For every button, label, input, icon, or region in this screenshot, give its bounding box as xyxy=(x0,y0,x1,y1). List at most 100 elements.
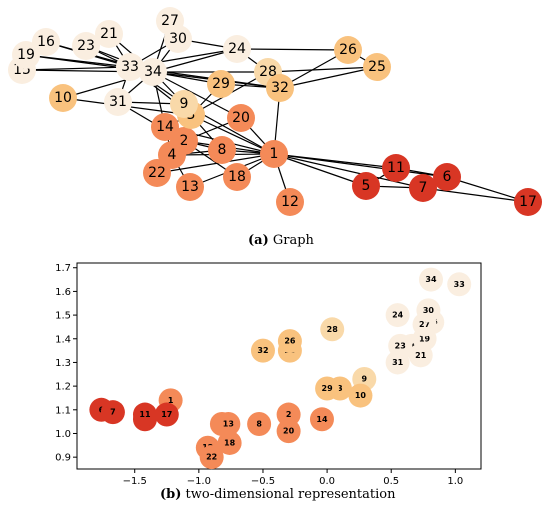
graph-node-circle xyxy=(266,74,294,102)
scatter-point-21: 21 xyxy=(408,343,433,368)
graph-node-label: 19 xyxy=(17,47,35,63)
graph-node-label: 4 xyxy=(168,147,177,163)
y-tick-label: 0.9 xyxy=(55,453,71,464)
caption-b: (b) two-dimensional representation xyxy=(160,487,396,502)
graph-node-circle xyxy=(151,113,179,141)
scatter-point-label: 14 xyxy=(316,415,328,424)
graph-node-label: 14 xyxy=(156,119,174,135)
caption-a-tag: (a) xyxy=(248,233,269,248)
graph-node-19: 19 xyxy=(12,41,40,69)
scatter-point-label: 26 xyxy=(284,337,296,346)
caption-a: (a) Graph xyxy=(248,233,315,248)
graph-node-circle xyxy=(352,172,380,200)
graph-edge xyxy=(236,48,349,51)
graph-node-circle xyxy=(514,188,542,216)
y-tick-label: 1.4 xyxy=(55,334,71,345)
y-tick-label: 1.3 xyxy=(55,358,71,369)
graph-node-label: 28 xyxy=(259,64,277,80)
graph-node-label: 33 xyxy=(121,59,139,75)
scatter-point-marker xyxy=(408,343,433,368)
scatter-point-33: 33 xyxy=(447,272,472,297)
scatter-point-31: 31 xyxy=(385,350,410,375)
scatter-point-marker xyxy=(309,407,334,432)
graph-node-circle xyxy=(363,53,391,81)
scatter-point-marker xyxy=(418,267,443,292)
graph-node-label: 23 xyxy=(77,38,95,54)
graph-node-label: 27 xyxy=(161,13,179,29)
scatter-point-18: 18 xyxy=(217,430,242,455)
graph-edge xyxy=(190,114,275,155)
graph-node-label: 7 xyxy=(419,180,428,196)
scatter-point-marker xyxy=(154,402,179,427)
graph-node-17: 17 xyxy=(514,188,542,216)
scatter-points: 1234567891011121314151617181920212223242… xyxy=(89,267,472,470)
scatter-point-label: 9 xyxy=(361,375,367,384)
x-tick-label: −0.5 xyxy=(251,476,275,487)
scatter-point-label: 18 xyxy=(224,438,236,447)
scatter-point-14: 14 xyxy=(309,407,334,432)
graph-node-label: 26 xyxy=(339,42,357,58)
graph-node-label: 29 xyxy=(212,76,230,92)
graph-node-circle xyxy=(116,53,144,81)
scatter-point-label: 11 xyxy=(139,410,151,419)
graph-node-9: 9 xyxy=(170,90,198,118)
graph-node-label: 10 xyxy=(54,90,72,106)
graph-node-label: 17 xyxy=(519,194,537,210)
y-tick-label: 1.5 xyxy=(55,311,71,322)
scatter-point-label: 28 xyxy=(327,325,339,334)
graph-node-label: 32 xyxy=(271,80,289,96)
graph-node-1: 1 xyxy=(260,140,288,168)
scatter-point-11: 11 xyxy=(132,402,157,427)
scatter-point-label: 3 xyxy=(337,384,343,393)
graph-node-30: 30 xyxy=(164,25,192,53)
scatter-point-label: 20 xyxy=(283,427,295,436)
graph-node-circle xyxy=(32,28,60,56)
scatter-point-marker xyxy=(416,298,441,323)
graph-edge xyxy=(279,66,378,89)
graph-node-24: 24 xyxy=(223,35,251,63)
scatter-point-marker xyxy=(277,329,302,354)
graph-node-18: 18 xyxy=(223,163,251,191)
graph-node-label: 11 xyxy=(387,160,405,176)
graph-node-circle xyxy=(223,35,251,63)
scatter-point-32: 32 xyxy=(250,338,275,363)
graph-node-circle xyxy=(334,36,362,64)
scatter-point-label: 1 xyxy=(168,396,174,405)
y-tick-label: 1.1 xyxy=(55,405,71,416)
graph-node-label: 2 xyxy=(180,133,189,149)
scatter-point-label: 13 xyxy=(223,420,234,429)
scatter-point-marker xyxy=(247,412,272,437)
graph-node-label: 18 xyxy=(228,169,246,185)
graph-node-16: 16 xyxy=(32,28,60,56)
scatter-point-marker xyxy=(385,350,410,375)
graph-node-14: 14 xyxy=(151,113,179,141)
graph-node-circle xyxy=(12,41,40,69)
scatter-point-marker xyxy=(216,412,241,437)
scatter-point-marker xyxy=(385,303,410,328)
graph-edge xyxy=(267,66,378,73)
graph-node-circle xyxy=(260,140,288,168)
scatter-point-24: 24 xyxy=(385,303,410,328)
graph-panel: 1234567891011121314151617181920212223242… xyxy=(8,7,542,216)
scatter-point-marker xyxy=(320,317,345,342)
graph-node-label: 1 xyxy=(270,146,279,162)
graph-edge xyxy=(152,48,238,73)
graph-node-circle xyxy=(164,25,192,53)
graph-node-circle xyxy=(409,174,437,202)
y-tick-label: 1.2 xyxy=(55,382,71,393)
graph-edge xyxy=(273,153,424,189)
scatter-panel: −1.5 −1.0 −0.5 0.0 0.5 1.0 0.9 1.0 1.1 1.2 1.3 1.4… xyxy=(55,262,482,487)
scatter-point-label: 27 xyxy=(419,320,430,329)
scatter-point-label: 31 xyxy=(392,358,404,367)
scatter-point-label: 29 xyxy=(322,384,334,393)
graph-node-label: 8 xyxy=(218,142,227,158)
scatter-point-label: 22 xyxy=(206,453,217,462)
scatter-point-label: 30 xyxy=(423,306,435,315)
scatter-point-20: 20 xyxy=(276,419,301,444)
x-tick-label: 0.0 xyxy=(319,476,335,487)
graph-edge xyxy=(21,66,131,71)
scatter-point-8: 8 xyxy=(247,412,272,437)
graph-edge xyxy=(152,71,242,119)
graph-node-label: 22 xyxy=(148,165,166,181)
graph-node-circle xyxy=(207,70,235,98)
